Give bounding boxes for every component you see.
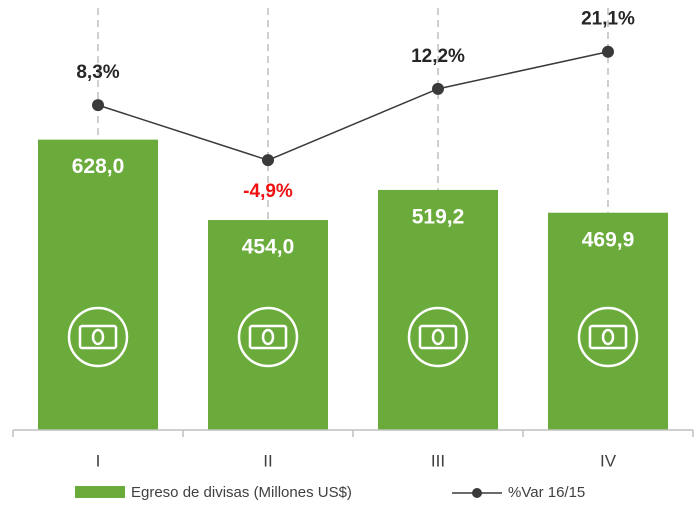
icon-coin	[601, 328, 615, 346]
icon-coin	[261, 328, 275, 346]
money-icon	[577, 306, 639, 368]
icon-circle	[237, 306, 299, 368]
icon-coin	[431, 328, 445, 346]
x-tick-label: II	[263, 451, 272, 470]
x-tick-label: IV	[600, 451, 617, 470]
legend-swatch	[75, 486, 125, 498]
money-icon	[407, 306, 469, 368]
bar	[38, 139, 158, 431]
bar-value-label: 469,9	[582, 228, 635, 251]
bar-value-label: 519,2	[412, 205, 465, 228]
x-tick-label: III	[431, 451, 445, 470]
line-value-label: -4,9%	[243, 181, 293, 202]
line	[97, 50, 609, 161]
icon-circle	[407, 306, 469, 368]
money-icon	[237, 306, 299, 368]
bar-value-label: 454,0	[242, 236, 295, 259]
line-value-label: 12,2%	[411, 46, 465, 67]
icon-circle	[67, 306, 129, 368]
icon-bill	[588, 324, 628, 350]
icon-bill	[78, 324, 118, 350]
money-icon	[67, 306, 129, 368]
line-value-label: 21,1%	[581, 9, 635, 30]
icon-bill	[418, 324, 458, 350]
line-point	[602, 45, 614, 58]
legend-label: Egreso de divisas (Millones US$)	[131, 484, 352, 501]
icon-bill	[248, 324, 288, 350]
legend-marker	[472, 488, 482, 498]
line-point	[262, 154, 274, 167]
bar-value-label: 628,0	[72, 155, 125, 178]
legend-label: %Var 16/15	[508, 484, 585, 501]
bar	[548, 212, 668, 430]
line-value-label: 8,3%	[76, 62, 119, 83]
icon-coin	[91, 328, 105, 346]
line-point	[92, 99, 104, 112]
icon-circle	[577, 306, 639, 368]
x-tick-label: I	[96, 451, 101, 470]
bar	[378, 189, 498, 430]
line-point	[432, 82, 444, 95]
